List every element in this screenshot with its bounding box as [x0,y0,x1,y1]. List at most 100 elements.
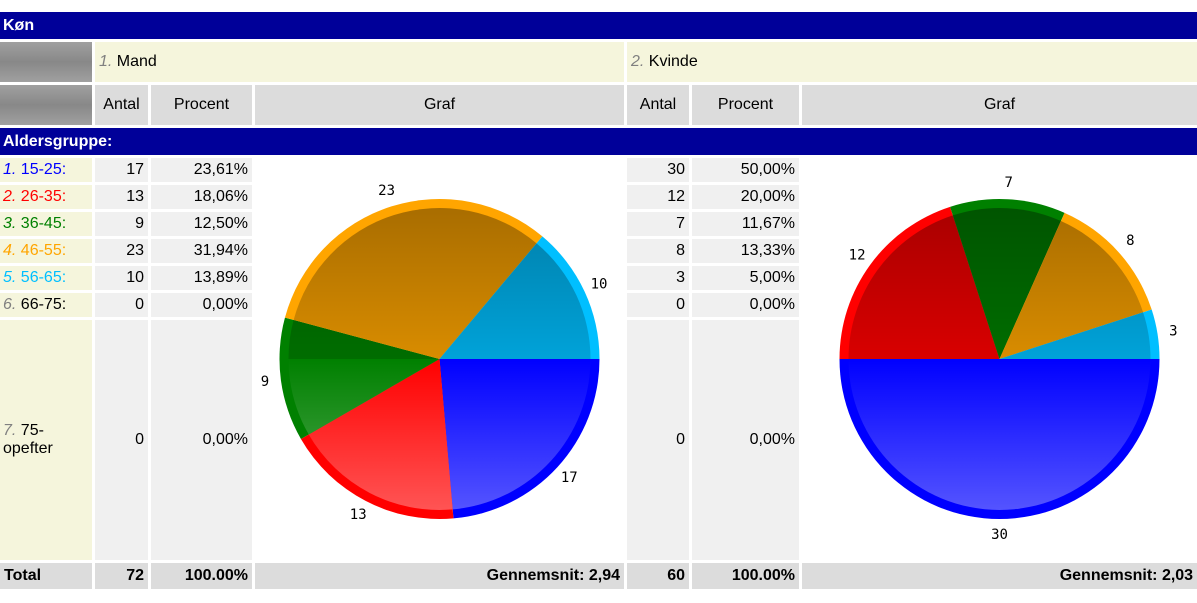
data-row: 2. 26-35: 13 18,06% 12 20,00% [0,185,1197,209]
total-percent: 100.00% [692,563,799,589]
slice-shade [439,243,591,359]
slice-label: 10 [591,277,608,293]
slice-shade [293,207,537,359]
percent: 5,00% [692,266,799,290]
row-number: 6. [3,296,17,313]
pie-slice [439,359,600,519]
pie-slice [279,317,440,439]
data-row: 1. 15-25: 17 23,61% 17 13 9 23 10 30 50,00% 30 12 7 8… [0,158,1197,560]
group-name: Mand [116,53,157,70]
data-row: 7. 75-opefter 0 0,00% 0 0,00% [0,320,1197,560]
corner [0,85,92,125]
page: {"title": "Køn", "groups": [ {"number": … [0,9,1197,603]
row-number: 3. [3,215,17,232]
row-text: 15-25: [20,161,67,178]
slice-label: 12 [849,248,866,264]
slice-label: 13 [350,507,367,523]
row-text: 56-65: [20,269,67,286]
slice-shade [999,221,1144,359]
slice-shade [848,359,1151,510]
graph: 17 13 9 23 10 [255,158,624,560]
slice-shade [848,215,1000,359]
pie-slice [999,309,1160,359]
percent: 12,50% [151,212,252,236]
pie-slice [999,212,1152,359]
count: 17 [95,158,148,182]
row-text: 26-35: [20,188,67,205]
count: 0 [627,320,689,560]
average: Gennemsnit: 2,03 [802,563,1197,589]
total-percent: 100.00% [151,563,252,589]
count: 7 [627,212,689,236]
group-number: 1. [99,53,113,70]
group-header: 1. Mand [95,42,624,82]
pie-slice [839,359,1160,519]
row-label: 1. 15-25: [0,158,92,182]
percent: 13,89% [151,266,252,290]
total-count: 60 [627,563,689,589]
data-row: 4. 46-55: 23 31,94% 8 13,33% [0,239,1197,263]
group-number: 2. [631,53,645,70]
section-title: Aldersgruppe: [0,128,1197,155]
row-text: 36-45: [20,215,67,232]
percent: 0,00% [151,293,252,317]
column-header: Antal [627,85,689,125]
average: Gennemsnit: 2,94 [255,563,624,589]
group-header: 2. Kvinde [627,42,1197,82]
title: Køn [0,12,1197,39]
percent: 0,00% [692,293,799,317]
row-label: 3. 36-45: [0,212,92,236]
column-header: Graf [255,85,624,125]
row-label: 4. 46-55: [0,239,92,263]
column-header: Procent [692,85,799,125]
data-row: 3. 36-45: 9 12,50% 7 11,67% [0,212,1197,236]
slice-label: 23 [378,183,395,199]
percent: 18,06% [151,185,252,209]
slice-label: 30 [991,527,1008,543]
column-header: Procent [151,85,252,125]
pie-chart: 30 12 7 8 3 [839,175,1178,543]
percent: 0,00% [151,320,252,560]
count: 30 [627,158,689,182]
percent: 31,94% [151,239,252,263]
count: 9 [95,212,148,236]
slice-shade [999,312,1151,359]
row-label: 5. 56-65: [0,266,92,290]
count: 3 [627,266,689,290]
count: 0 [627,293,689,317]
pie-slice [950,199,1065,359]
row-label: 2. 26-35: [0,185,92,209]
pie-slice [284,199,543,359]
pie-slice [839,206,1000,359]
row-text: 46-55: [20,242,67,259]
count: 0 [95,293,148,317]
section-row: Aldersgruppe: [0,128,1197,155]
row-number: 5. [3,269,17,286]
percent: 20,00% [692,185,799,209]
slice-shade [308,359,453,510]
row-text: 66-75: [20,296,67,313]
row-number: 4. [3,242,17,259]
group-row: 1. Mand 2. Kvinde [0,42,1197,82]
percent: 23,61% [151,158,252,182]
column-header-row: Antal Procent Graf Antal Procent Graf [0,85,1197,125]
slice-label: 8 [1126,233,1134,249]
percent: 11,67% [692,212,799,236]
row-label: 6. 66-75: [0,293,92,317]
slice-shade [439,359,591,510]
data-row: 5. 56-65: 10 13,89% 3 5,00% [0,266,1197,290]
percent: 13,33% [692,239,799,263]
row-number: 7. [3,422,17,439]
slice-shade [952,208,1061,359]
row-number: 2. [3,188,17,205]
corner [0,42,92,82]
total-row: Total 72 100.00% Gennemsnit: 2,94 60 100.00% G… [0,563,1197,589]
count: 0 [95,320,148,560]
graph: 30 12 7 8 3 [802,158,1197,560]
group-name: Kvinde [648,53,698,70]
count: 10 [95,266,148,290]
count: 23 [95,239,148,263]
percent: 0,00% [692,320,799,560]
total-label: Total [0,563,92,589]
count: 13 [95,185,148,209]
